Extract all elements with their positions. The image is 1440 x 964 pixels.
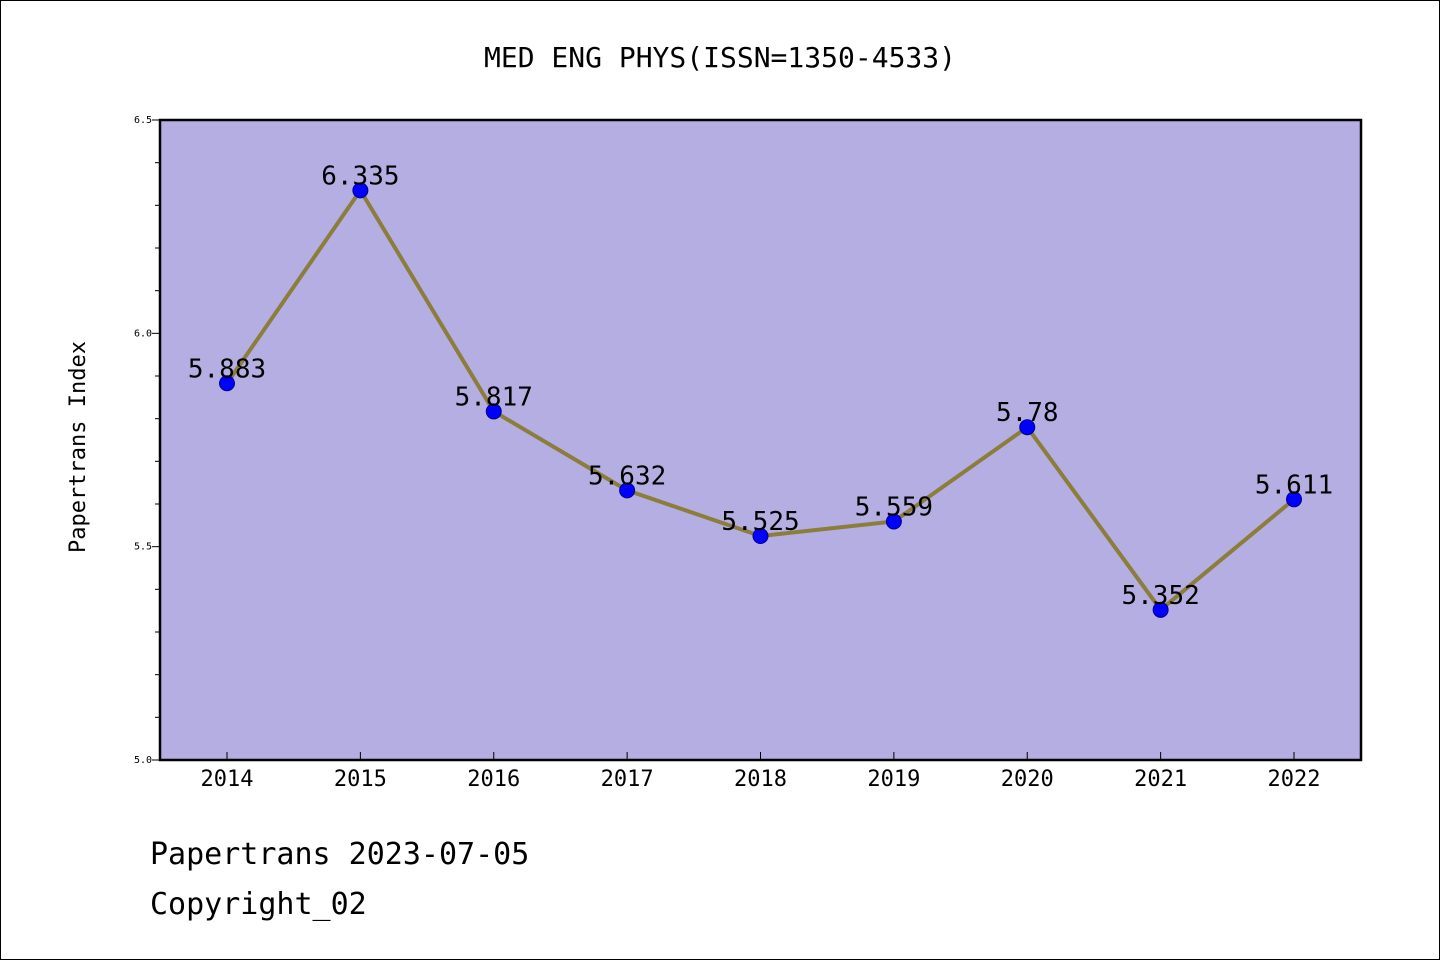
- x-tick-label: 2018: [734, 767, 787, 792]
- x-tick-label: 2016: [467, 767, 520, 792]
- data-label: 5.611: [1255, 470, 1333, 500]
- data-label: 5.525: [721, 507, 799, 537]
- data-label: 5.559: [855, 492, 933, 522]
- y-tick-label: 5.0: [134, 755, 152, 766]
- x-tick-label: 2021: [1134, 767, 1187, 792]
- plot-area: [158, 118, 1363, 762]
- data-point: [885, 513, 902, 530]
- data-label: 5.352: [1121, 581, 1199, 611]
- y-tick-label: 6.0: [134, 328, 152, 339]
- x-tick-label: 2022: [1268, 767, 1321, 792]
- data-point: [219, 375, 235, 392]
- footer-copyright: Copyright_02: [150, 887, 367, 922]
- y-tick-label: 5.5: [134, 542, 152, 553]
- chart-title: MED ENG PHYS(ISSN=1350-4533): [484, 41, 956, 74]
- data-point: [1019, 419, 1036, 436]
- x-tick-label: 2017: [601, 767, 654, 792]
- data-point: [352, 182, 369, 199]
- x-tick-label: 2015: [334, 767, 387, 792]
- data-point: [752, 528, 769, 544]
- data-point: [1152, 601, 1169, 618]
- x-tick-label: 2020: [1001, 767, 1054, 792]
- data-label: 5.632: [588, 461, 666, 491]
- y-axis-label: Papertrans Index: [66, 341, 91, 553]
- y-tick-label: 6.5: [134, 115, 152, 126]
- data-label: 5.78: [996, 398, 1059, 428]
- axes: 5.0 5.5 6.0 6.5 2014 2015 2016 2017 2018 2019 2020…: [134, 115, 1321, 792]
- footer-source: Papertrans 2023-07-05: [150, 837, 529, 872]
- data-label: 6.335: [321, 161, 399, 191]
- data-label: 5.817: [455, 382, 533, 412]
- data-point: [485, 403, 502, 420]
- data-label: 5.883: [188, 354, 266, 384]
- x-tick-label: 2014: [201, 767, 254, 792]
- series-layer: 5.883 6.335 5.817 5.632 5.525 5.559 5.78 5.352 5…: [188, 161, 1333, 618]
- x-tick-label: 2019: [867, 767, 920, 792]
- data-point: [619, 482, 636, 499]
- data-point: [1286, 491, 1302, 508]
